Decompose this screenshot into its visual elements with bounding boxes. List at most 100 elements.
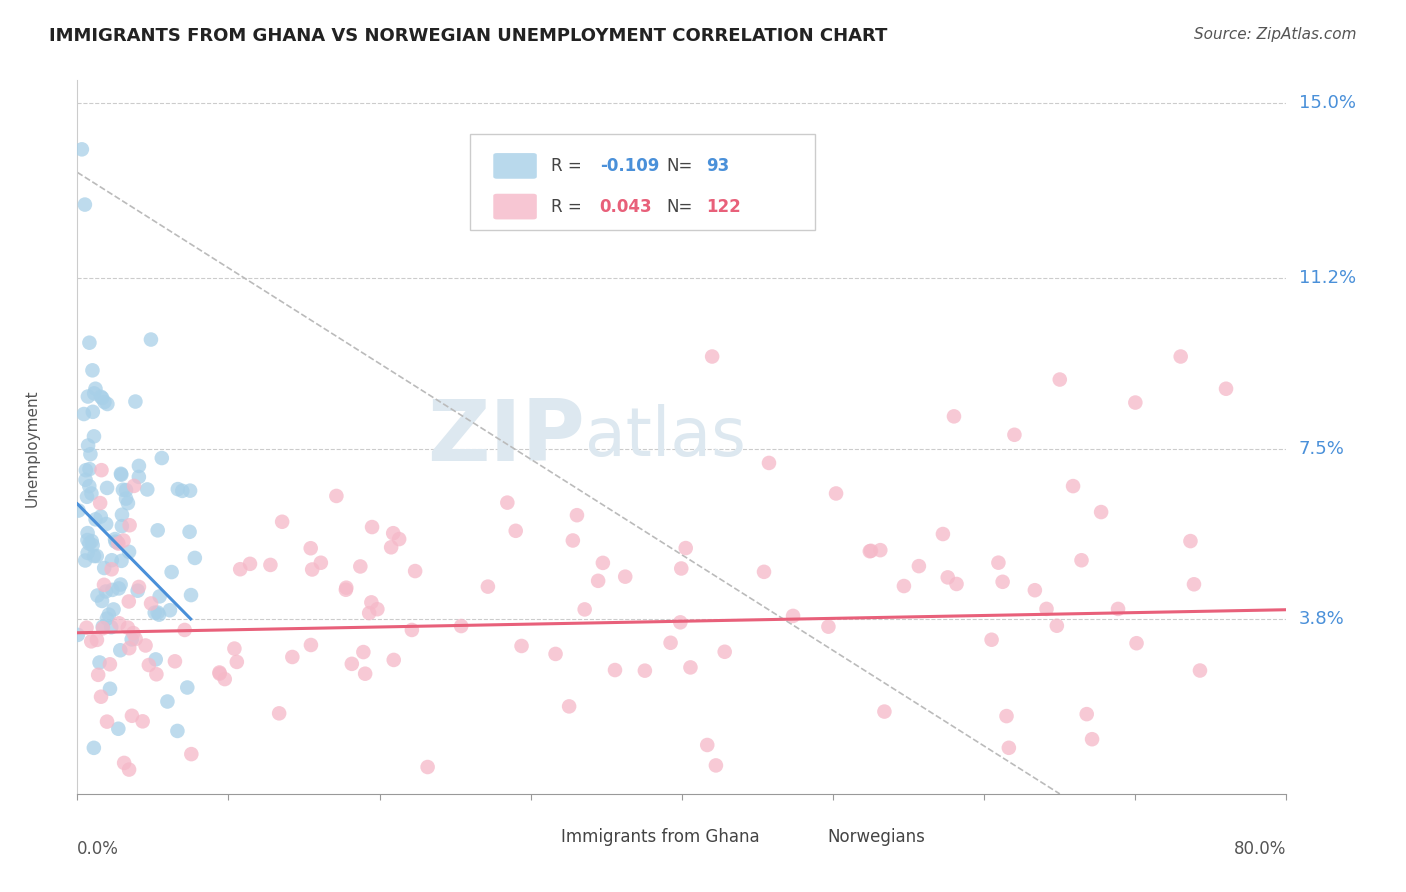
Point bbox=[76, 546, 98, 560]
Point bbox=[131, 714, 153, 729]
Point bbox=[1123, 395, 1146, 409]
Point bbox=[145, 652, 167, 666]
Point bbox=[1076, 707, 1098, 722]
Text: 15.0%: 15.0% bbox=[1299, 95, 1355, 112]
Point bbox=[118, 518, 141, 533]
FancyBboxPatch shape bbox=[470, 134, 815, 230]
Point bbox=[76, 526, 98, 541]
Point bbox=[160, 565, 183, 579]
Point bbox=[1035, 602, 1057, 616]
Point bbox=[90, 509, 112, 524]
Point bbox=[77, 390, 100, 404]
Point bbox=[225, 655, 247, 669]
Point bbox=[118, 594, 141, 608]
Point bbox=[124, 394, 146, 409]
Point bbox=[128, 458, 150, 473]
Point bbox=[299, 638, 322, 652]
Point bbox=[239, 557, 262, 571]
Point bbox=[574, 602, 596, 616]
Text: Immigrants from Ghana: Immigrants from Ghana bbox=[561, 828, 759, 846]
Point bbox=[149, 590, 172, 604]
Point bbox=[108, 616, 131, 631]
Point bbox=[208, 666, 231, 681]
Point bbox=[127, 583, 149, 598]
Point bbox=[869, 543, 891, 558]
Point bbox=[90, 390, 112, 404]
Point bbox=[128, 470, 150, 484]
Point bbox=[184, 550, 207, 565]
Point bbox=[90, 463, 112, 477]
Point bbox=[180, 588, 202, 602]
Text: N=: N= bbox=[666, 157, 693, 175]
Point bbox=[679, 660, 702, 674]
Point bbox=[79, 462, 101, 476]
Point bbox=[908, 559, 931, 574]
Point bbox=[179, 524, 201, 539]
Point bbox=[586, 574, 609, 588]
Point bbox=[75, 473, 97, 487]
Point bbox=[340, 657, 363, 671]
Point bbox=[121, 632, 143, 647]
Point bbox=[89, 656, 111, 670]
Point bbox=[987, 556, 1010, 570]
Point bbox=[1070, 553, 1092, 567]
Point bbox=[98, 657, 121, 672]
Point bbox=[1046, 618, 1069, 632]
Point bbox=[111, 519, 134, 533]
Point bbox=[995, 709, 1018, 723]
Point bbox=[980, 632, 1002, 647]
Text: 122: 122 bbox=[706, 198, 741, 216]
Point bbox=[66, 628, 89, 642]
Point bbox=[172, 483, 194, 498]
Point bbox=[991, 574, 1014, 589]
Point bbox=[1215, 382, 1237, 396]
Point bbox=[450, 619, 472, 633]
Text: 7.5%: 7.5% bbox=[1299, 440, 1344, 458]
Point bbox=[79, 447, 101, 461]
Point bbox=[91, 621, 114, 635]
Point bbox=[544, 647, 567, 661]
Point bbox=[208, 665, 231, 680]
Text: 11.2%: 11.2% bbox=[1299, 269, 1355, 287]
Point bbox=[96, 481, 118, 495]
Point bbox=[135, 639, 157, 653]
Point bbox=[107, 536, 129, 550]
Point bbox=[118, 641, 141, 656]
Point bbox=[675, 541, 697, 555]
Point bbox=[496, 495, 519, 509]
Point bbox=[936, 570, 959, 584]
Text: R =: R = bbox=[551, 198, 582, 216]
Point bbox=[166, 482, 188, 496]
Point bbox=[271, 515, 294, 529]
Point bbox=[107, 582, 129, 596]
Point bbox=[77, 438, 100, 452]
Point bbox=[110, 467, 132, 481]
Point bbox=[998, 740, 1021, 755]
Point bbox=[87, 668, 110, 682]
Point bbox=[659, 636, 682, 650]
Point bbox=[366, 602, 388, 616]
Point bbox=[110, 577, 132, 591]
Point bbox=[122, 626, 145, 640]
FancyBboxPatch shape bbox=[775, 824, 818, 849]
Point bbox=[73, 197, 96, 211]
Point bbox=[101, 553, 124, 567]
Point bbox=[138, 658, 160, 673]
Point bbox=[121, 708, 143, 723]
Point bbox=[94, 584, 117, 599]
Point bbox=[83, 429, 105, 443]
Point bbox=[143, 606, 166, 620]
Point bbox=[97, 607, 120, 622]
FancyBboxPatch shape bbox=[494, 194, 537, 219]
Point bbox=[101, 582, 124, 597]
Point bbox=[89, 496, 111, 510]
Point bbox=[136, 483, 159, 497]
Point bbox=[75, 463, 97, 477]
Point bbox=[873, 705, 896, 719]
Point bbox=[173, 623, 195, 637]
Point bbox=[84, 382, 107, 396]
Point bbox=[1062, 479, 1084, 493]
FancyBboxPatch shape bbox=[509, 824, 553, 849]
Point bbox=[945, 577, 967, 591]
Point bbox=[82, 405, 104, 419]
